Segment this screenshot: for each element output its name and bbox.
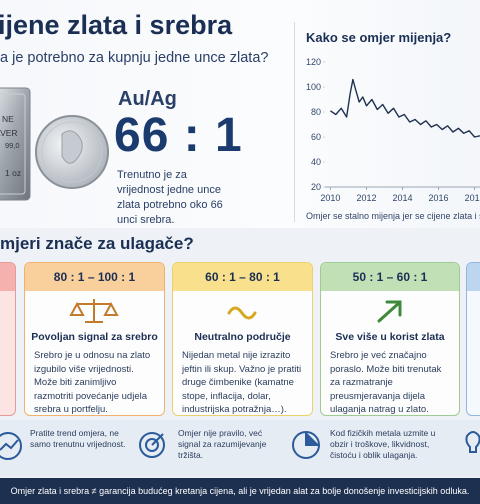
card: 50 : 1 – 60 : 1 Sve više u korist zlata … [320,262,460,416]
card-heading: Neutralno područje [194,331,291,343]
page-title: ijene zlata i srebra [0,10,233,40]
x-tick-label: 2014 [392,193,412,203]
card-range: 60 : 1 – 80 : 1 [173,263,312,291]
tip-icons [0,431,480,460]
card-range: 80 : 1 – 100 : 1 [25,263,164,291]
x-tick-label: 2018 [465,193,480,203]
x-tick-label: 2012 [356,193,376,203]
y-tick-label: 100 [306,82,321,92]
card-partial [0,262,16,416]
page-subtitle: a je potrebno za kupnju jedne unce zlata… [0,50,269,66]
card-text: Srebro je već značajno poraslo. Može bit… [330,350,442,415]
card: 60 : 1 – 80 : 1 Neutralno područje Nijed… [172,262,313,416]
card-text: Nijedan metal nije izrazito jeftin ili s… [182,350,302,415]
bar-text: 1 oz [5,168,21,178]
ratio-value: 66 : 1 [114,109,243,162]
card-heading: Povoljan signal za srebro [31,331,158,343]
card: 80 : 1 – 100 : 1 Povoljan signal za sreb… [24,262,165,416]
chart-caption: Omjer se stalno mijenja jer se cijene zl… [306,211,480,221]
x-tick-label: 2010 [320,193,340,203]
silver-illustration: NE LVER 99,0 1 oz [0,87,109,201]
bar-text: NE [2,114,14,124]
section-title: mjeri znače za ulagače? [0,234,194,253]
tip: Kod fizičkih metala uzmite u obzir i tro… [330,428,436,460]
bar-text: LVER [0,128,18,138]
ratio-chart: 20 40 60 80 100 120 2010 2012 2014 2016 2018 [306,57,480,203]
y-tick-label: 40 [311,157,321,167]
card-text: Srebro je u odnosu na zlato izgubilo viš… [34,350,151,415]
ratio-line [330,78,480,138]
card-partial [466,262,480,416]
y-tick-label: 60 [311,132,321,142]
tip: Omjer nije pravilo, već signal za razumi… [178,428,267,460]
y-tick-label: 80 [311,107,321,117]
ratio-label: Au/Ag [118,88,177,110]
tips-band [0,420,480,476]
y-tick-label: 120 [306,57,321,67]
card-heading: Sve više u korist zlata [335,331,445,343]
divider [294,22,295,222]
bar-text: 99,0 [5,141,20,150]
ratio-note: Trenutno je za vrijednost jedne unce zla… [117,169,223,226]
hero-background [0,0,480,228]
footer: Omjer zlata i srebra ≠ garancija budućeg… [0,478,480,504]
card-range: 50 : 1 – 60 : 1 [321,263,459,291]
y-tick-label: 20 [311,182,321,192]
wave-icon [227,306,257,320]
arrow-icon [377,300,402,323]
scale-icon [69,299,119,323]
chart-title: Kako se omjer mijenja? [306,30,452,45]
x-tick-label: 2016 [429,193,449,203]
tip: Pratite trend omjera, ne samo trenutnu v… [30,428,126,449]
